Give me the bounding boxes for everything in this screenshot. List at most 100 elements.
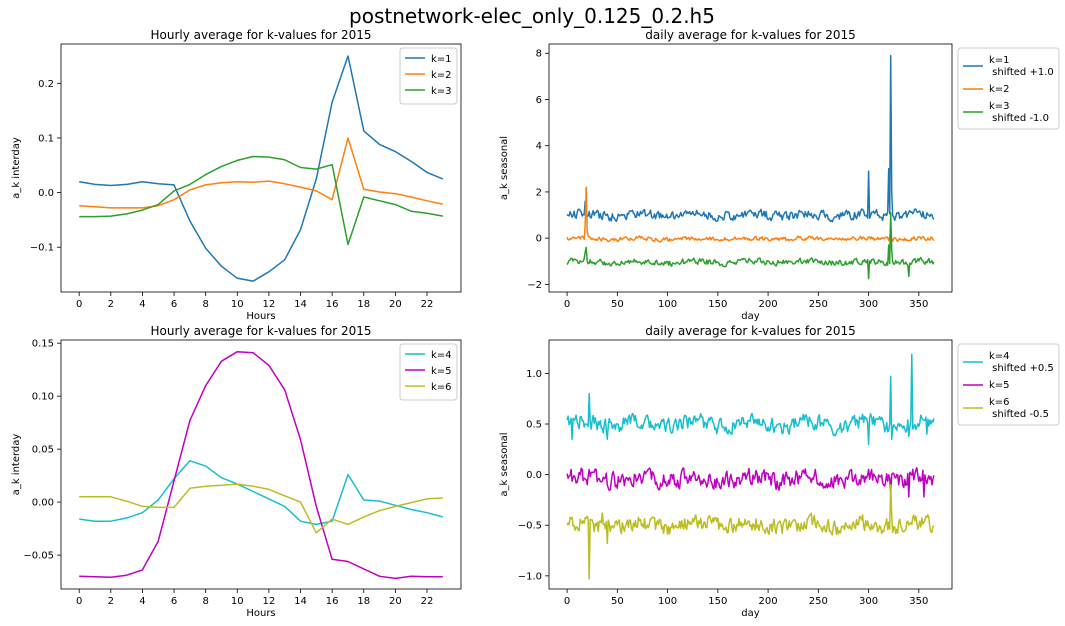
x-tick-label: 0 <box>564 596 570 607</box>
y-tick-label: 0.5 <box>526 420 542 431</box>
x-tick-label: 100 <box>658 299 677 310</box>
y-tick-label: 0.0 <box>526 470 542 481</box>
axes-frame <box>548 339 953 590</box>
x-tick-label: 300 <box>859 596 878 607</box>
legend-box <box>957 343 1060 426</box>
series-group <box>79 55 444 282</box>
y-tick-label: 8 <box>536 49 542 60</box>
y-tick-label: 0.10 <box>32 392 54 403</box>
y-tick-label: 0.0 <box>38 188 54 199</box>
x-tick-label: 16 <box>326 299 339 310</box>
chart-title: daily average for k-values for 2015 <box>645 324 855 338</box>
series-line-k=6 <box>566 483 935 580</box>
y-axis-label: a_k interday <box>11 434 22 496</box>
legend-label: shifted -1.0 <box>989 113 1049 124</box>
x-tick-label: 250 <box>809 299 828 310</box>
legend-label: k=5 <box>989 380 1010 391</box>
legend-label: k=5 <box>431 366 452 377</box>
axes-frame <box>60 339 462 590</box>
y-tick-label: 1.0 <box>526 369 542 380</box>
x-tick-label: 6 <box>171 596 177 607</box>
x-tick-label: 14 <box>294 596 307 607</box>
series-line-k=5 <box>79 350 443 580</box>
y-tick-label: −2 <box>527 280 542 291</box>
y-tick-label: 0.15 <box>32 339 54 350</box>
legend-label: k=4 <box>431 350 452 361</box>
chart-title: Hourly average for k-values for 2015 <box>150 28 371 42</box>
x-axis-label: Hours <box>246 608 275 619</box>
y-tick-label: 4 <box>536 141 542 152</box>
x-tick-label: 200 <box>759 299 778 310</box>
x-tick-label: 0 <box>76 596 82 607</box>
legend-label: shifted -0.5 <box>989 409 1049 420</box>
figure-title: postnetwork-elec_only_0.125_0.2.h5 <box>349 4 715 28</box>
x-tick-label: 0 <box>564 299 570 310</box>
x-tick-label: 12 <box>263 596 276 607</box>
legend-label: k=1 <box>431 54 452 65</box>
y-tick-label: 0.00 <box>32 498 54 509</box>
series-line-k=1 <box>79 55 444 282</box>
legend-label: k=6 <box>431 382 452 393</box>
legend-label: shifted +0.5 <box>989 363 1054 374</box>
legend-label: k=6 <box>989 397 1010 408</box>
x-tick-label: 250 <box>809 596 828 607</box>
legend: k=1 k=2 k=3 <box>399 47 458 105</box>
y-axis-label: a_k interday <box>11 137 22 199</box>
x-tick-label: 8 <box>202 596 208 607</box>
series-line-k=2 <box>79 137 443 209</box>
x-tick-label: 200 <box>759 596 778 607</box>
series-line-k=3 <box>566 211 935 280</box>
y-tick-label: 0.1 <box>38 133 54 144</box>
x-tick-label: 8 <box>202 299 208 310</box>
x-axis-label: day <box>741 311 759 322</box>
x-tick-label: 10 <box>231 299 244 310</box>
x-tick-label: 22 <box>421 596 434 607</box>
x-tick-label: 10 <box>231 596 244 607</box>
x-tick-label: 6 <box>171 299 177 310</box>
x-tick-label: 20 <box>389 596 402 607</box>
x-axis-label: day <box>741 608 759 619</box>
x-tick-label: 12 <box>263 299 276 310</box>
legend-label: k=3 <box>989 101 1010 112</box>
x-tick-label: 300 <box>859 299 878 310</box>
y-tick-label: 0 <box>536 234 542 245</box>
chart-title: daily average for k-values for 2015 <box>645 28 855 42</box>
legend: k=1 shifted +1.0 k=2 k=3 shifted -1.0 <box>957 47 1060 130</box>
chart-2: daily average for k-values for 2015 0 50 10… <box>499 28 1060 322</box>
x-tick-label: 0 <box>76 299 82 310</box>
legend-label: k=4 <box>989 351 1010 362</box>
series-line-k=4 <box>79 460 443 526</box>
chart-3: Hourly average for k-values for 2015 0 2 4 6… <box>11 324 462 619</box>
series-group <box>566 353 935 580</box>
y-tick-label: −0.5 <box>518 521 542 532</box>
legend-label: shifted +1.0 <box>989 67 1054 78</box>
x-tick-label: 50 <box>611 596 624 607</box>
axes-frame <box>60 43 462 293</box>
x-tick-label: 350 <box>909 299 928 310</box>
series-line-k=4 <box>566 353 935 446</box>
series-line-k=5 <box>566 466 935 498</box>
legend: k=4 k=5 k=6 <box>399 343 458 401</box>
x-tick-label: 20 <box>389 299 402 310</box>
y-tick-label: 2 <box>536 187 542 198</box>
legend-label: k=2 <box>989 84 1010 95</box>
x-tick-label: 18 <box>357 299 370 310</box>
x-tick-label: 14 <box>294 299 307 310</box>
series-line-k=1 <box>566 54 935 223</box>
x-tick-label: 50 <box>611 299 624 310</box>
x-tick-label: 2 <box>108 299 114 310</box>
series-line-k=3 <box>79 155 443 246</box>
series-line-k=2 <box>566 186 935 243</box>
y-tick-label: 6 <box>536 95 542 106</box>
axes-frame <box>548 43 953 293</box>
x-tick-label: 4 <box>139 596 145 607</box>
chart-title: Hourly average for k-values for 2015 <box>150 324 371 338</box>
legend-label: k=2 <box>431 70 452 81</box>
x-tick-label: 2 <box>108 596 114 607</box>
y-axis-label: a_k seasonal <box>499 136 510 200</box>
x-tick-label: 350 <box>909 596 928 607</box>
chart-1: Hourly average for k-values for 2015 0 2 4 6… <box>11 28 462 322</box>
series-line-k=6 <box>79 483 443 534</box>
